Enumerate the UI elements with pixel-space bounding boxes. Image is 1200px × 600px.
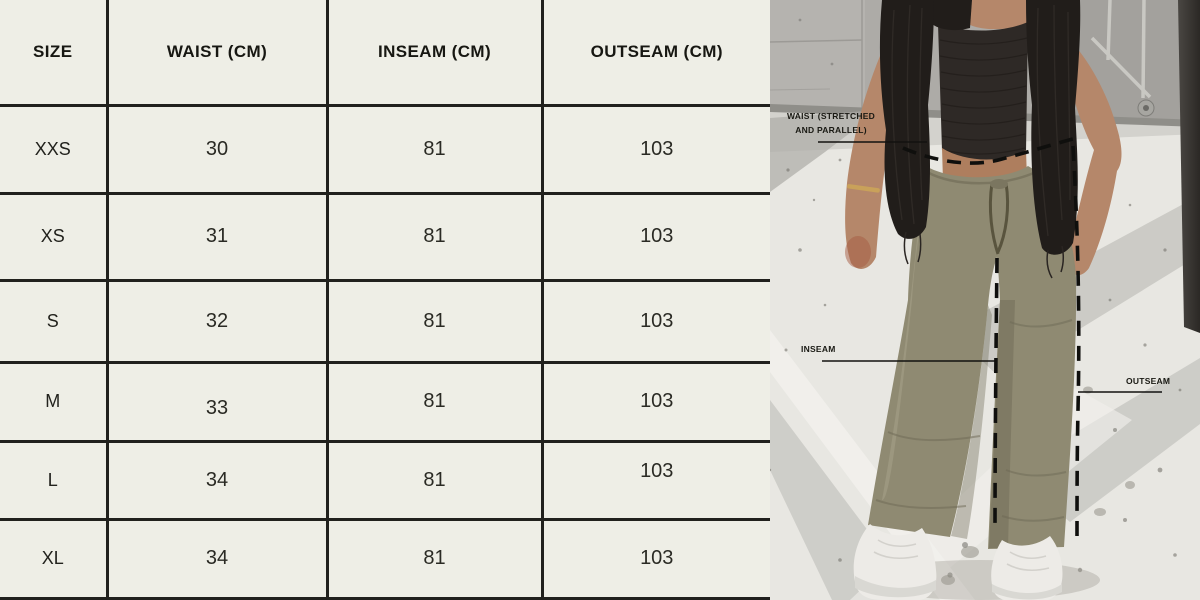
braided-hair — [879, 0, 1081, 279]
size-chart-table: SIZE WAIST (CM) INSEAM (CM) OUTSEAM (CM)… — [0, 0, 770, 600]
inseam-cell: 81 — [325, 439, 544, 521]
size-cell: S — [0, 279, 109, 365]
left-arm — [845, 56, 894, 269]
drawstring — [988, 182, 1010, 255]
size-cell: XXS — [0, 103, 109, 195]
outseam-cell: 103 — [540, 103, 770, 195]
column-header-outseam: OUTSEAM (CM) — [540, 0, 770, 107]
right-arm — [1067, 38, 1122, 276]
chest — [966, 0, 1032, 30]
waist-annotation-label: WAIST (STRETCHED AND PARALLEL) — [772, 110, 890, 137]
waist-cell: 30 — [105, 103, 329, 195]
outseam-cell: 103 — [540, 191, 770, 283]
size-cell: XL — [0, 517, 109, 600]
bracelet — [847, 184, 880, 193]
inseam-cell: 81 — [325, 361, 544, 443]
table-row-s: S 32 81 103 — [0, 279, 770, 365]
waist-label-line1: WAIST (STRETCHED — [786, 111, 876, 121]
outseam-annotation-label: OUTSEAM — [1126, 376, 1171, 386]
waist-cell: 31 — [105, 191, 329, 283]
inseam-cell: 81 — [325, 517, 544, 600]
photo-illustration — [770, 0, 1200, 600]
inseam-cell: 81 — [325, 191, 544, 283]
measurement-photo: WAIST (STRETCHED AND PARALLEL) INSEAM OU… — [770, 0, 1200, 600]
size-cell: L — [0, 439, 109, 521]
table-row-xxs: XXS 30 81 103 — [0, 103, 770, 195]
curtain — [1178, 0, 1200, 333]
model-person — [845, 0, 1122, 600]
waist-label-line2: AND PARALLEL) — [795, 124, 867, 135]
outseam-cell: 103 — [540, 517, 770, 600]
waist-cell: 32 — [105, 279, 329, 365]
waist-cell: 33 — [105, 361, 329, 443]
outseam-cell: 103 — [540, 361, 770, 443]
column-header-waist: WAIST (CM) — [105, 0, 329, 107]
measurement-lines — [818, 137, 1162, 546]
outseam-cell: 103 — [540, 279, 770, 365]
size-cell: M — [0, 361, 109, 443]
column-header-size: SIZE — [0, 0, 109, 107]
inseam-annotation-label: INSEAM — [801, 344, 836, 354]
inseam-dashed-line — [993, 257, 999, 534]
floor-stains — [941, 386, 1135, 585]
waist-cell: 34 — [105, 517, 329, 600]
sneakers — [853, 524, 1063, 600]
table-row-l: L 34 81 103 — [0, 439, 770, 521]
waist-dashed-line — [902, 137, 1074, 165]
table-row-m: M 33 81 103 — [0, 361, 770, 443]
size-cell: XS — [0, 191, 109, 283]
header-row: SIZE WAIST (CM) INSEAM (CM) OUTSEAM (CM) — [0, 0, 770, 107]
table-row-xl: XL 34 81 103 — [0, 517, 770, 600]
tube-top — [938, 22, 1028, 162]
waist-cell: 34 — [105, 439, 329, 521]
outseam-dashed-line — [1071, 145, 1081, 546]
outseam-cell: 103 — [540, 439, 770, 521]
column-header-inseam: INSEAM (CM) — [325, 0, 544, 107]
table-row-xs: XS 31 81 103 — [0, 191, 770, 283]
inseam-cell: 81 — [325, 279, 544, 365]
inseam-cell: 81 — [325, 103, 544, 195]
